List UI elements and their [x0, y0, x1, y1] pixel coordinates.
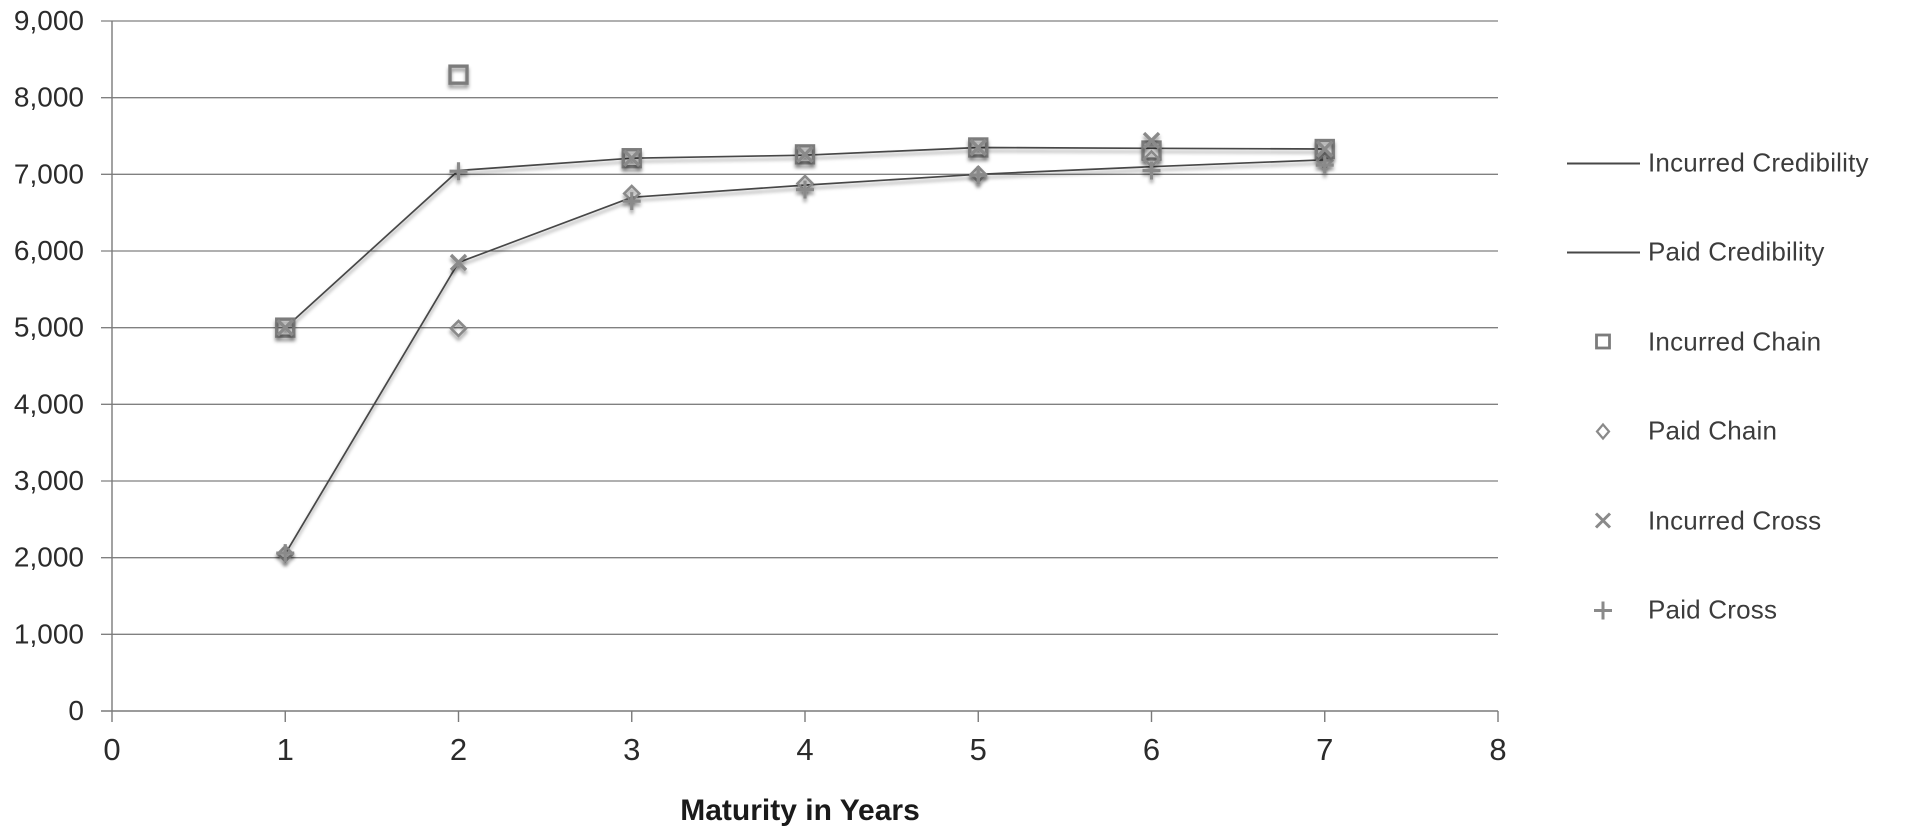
svg-text:6: 6	[1143, 732, 1160, 767]
svg-text:4,000: 4,000	[14, 388, 84, 419]
axes	[101, 21, 1498, 712]
svg-text:3: 3	[623, 732, 640, 767]
svg-text:3,000: 3,000	[14, 465, 84, 496]
svg-text:0: 0	[103, 732, 120, 767]
svg-text:8: 8	[1489, 732, 1506, 767]
svg-text:0: 0	[68, 695, 84, 726]
x-axis-title: Maturity in Years	[680, 794, 920, 827]
x-axis-ticks: 0 1 2 3 4 5 6 7 8	[103, 711, 1507, 767]
svg-text:5: 5	[970, 732, 987, 767]
svg-text:2,000: 2,000	[14, 542, 84, 573]
svg-text:1,000: 1,000	[14, 618, 84, 649]
svg-text:1: 1	[277, 732, 294, 767]
svg-text:7: 7	[1316, 732, 1333, 767]
series-paid-chain	[275, 149, 1335, 564]
svg-text:7,000: 7,000	[14, 158, 84, 189]
gridlines	[101, 20, 1498, 635]
series-incurred-chain	[275, 64, 1335, 338]
svg-text:6,000: 6,000	[14, 235, 84, 266]
y-axis-labels: 0 1,000 2,000 3,000 4,000 5,000 6,000 7,000 8,00…	[14, 5, 84, 726]
series-incurred-cross	[276, 131, 1334, 337]
svg-text:4: 4	[796, 732, 813, 767]
svg-text:9,000: 9,000	[14, 5, 84, 36]
series-paid-cross	[276, 156, 1334, 563]
line-paid-credibility	[284, 158, 1325, 555]
svg-text:8,000: 8,000	[14, 82, 84, 113]
svg-text:5,000: 5,000	[14, 312, 84, 343]
svg-text:2: 2	[450, 732, 467, 767]
